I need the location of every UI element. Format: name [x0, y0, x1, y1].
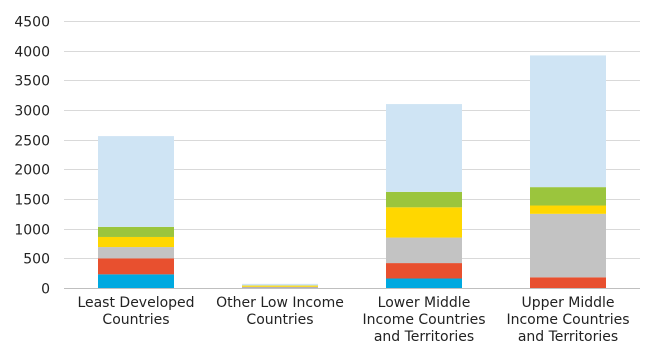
y-tick-label: 3500	[14, 74, 50, 90]
bar-stack	[386, 104, 462, 288]
bar-segment	[242, 285, 318, 287]
bar-segment	[386, 278, 462, 288]
bar-segment	[386, 191, 462, 208]
bar-stack	[98, 136, 174, 288]
bar-segment	[98, 258, 174, 275]
bar-segment	[530, 277, 606, 288]
bar-segment	[98, 236, 174, 248]
x-category-label: Least Developed Countries	[77, 295, 194, 328]
y-tick-label: 4000	[14, 45, 50, 61]
bar-segment	[98, 136, 174, 227]
bar-segment	[98, 226, 174, 237]
bar-segment	[386, 207, 462, 238]
y-tick-label: 2000	[14, 163, 50, 179]
y-tick-label: 1500	[14, 193, 50, 209]
bar-stack	[242, 283, 318, 288]
bar-segment	[242, 286, 318, 288]
bar-segment	[386, 104, 462, 192]
y-tick-label: 1000	[14, 223, 50, 239]
bar-segment	[386, 237, 462, 264]
bar-segment	[386, 263, 462, 279]
bar-segment	[98, 274, 174, 288]
bar-stacks	[98, 55, 606, 288]
bar-stack	[530, 55, 606, 288]
bar-segment	[98, 247, 174, 259]
bar-segment	[530, 213, 606, 278]
bar-segment	[530, 55, 606, 188]
y-tick-label: 2500	[14, 134, 50, 150]
x-axis-category-labels: Least Developed Countries Other Low Income…	[77, 295, 629, 345]
x-category-label: Other Low Income Countries	[216, 295, 344, 328]
bar-segment	[530, 187, 606, 206]
bar-segment	[530, 205, 606, 214]
x-category-label: Upper Middle Income Countries and Territor…	[506, 295, 629, 345]
y-tick-label: 3000	[14, 104, 50, 120]
bar-segment	[242, 283, 318, 286]
y-tick-label: 0	[41, 282, 50, 298]
y-tick-label: 500	[23, 252, 50, 268]
y-axis-tick-labels: 0 500 1000 1500 2000 2500 3000 3500 4000 4500	[14, 15, 50, 298]
y-tick-label: 4500	[14, 15, 50, 31]
x-category-label: Lower Middle Income Countries and Territor…	[362, 295, 485, 345]
